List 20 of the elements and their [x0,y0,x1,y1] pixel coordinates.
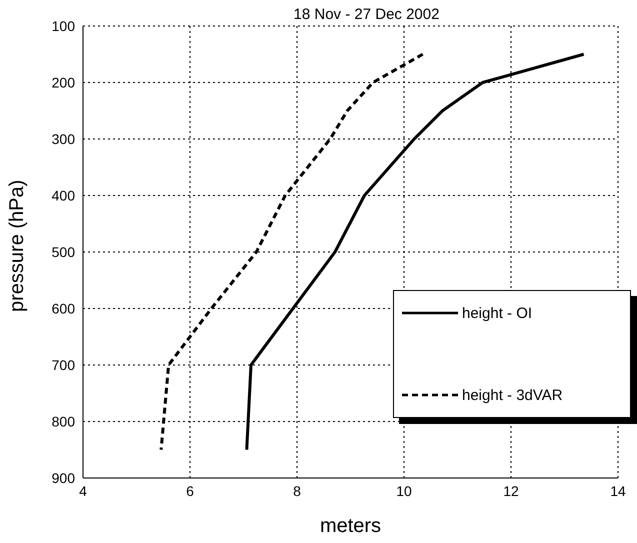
y-axis-title: pressure (hPa) [6,180,28,312]
x-tick-label: 8 [293,482,302,499]
x-tick-label: 12 [503,482,519,499]
y-tick-label: 700 [52,356,76,373]
y-tick-label: 100 [52,18,76,34]
y-tick-label: 400 [52,187,76,204]
y-tick-label: 500 [52,244,76,260]
x-tick-label: 10 [396,482,412,499]
y-tick-label: 600 [52,300,76,316]
x-tick-label: 6 [186,482,194,499]
y-tick-label: 800 [52,413,76,430]
y-tick-label: 300 [52,130,76,147]
legend-label: height - 3dVAR [462,386,563,404]
y-tick-label: 200 [52,74,76,90]
x-tick-label: 14 [610,482,626,499]
y-tick-label: 900 [52,470,76,486]
x-tick-label: 4 [79,482,88,499]
legend-label: height - OI [462,304,532,322]
chart-title: 18 Nov - 27 Dec 2002 [292,6,440,23]
x-axis-title: meters [320,515,382,537]
